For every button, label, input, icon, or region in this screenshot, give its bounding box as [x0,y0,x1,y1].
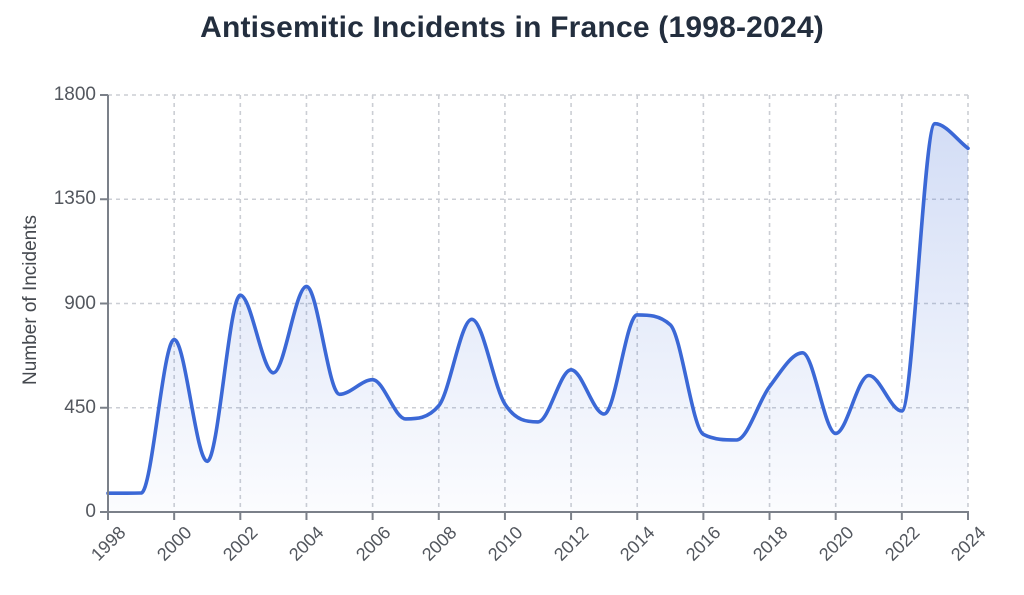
y-tick-label: 900 [64,292,96,314]
y-tick-label: 1350 [53,188,96,210]
data-line [106,121,970,495]
y-tick-label: 1800 [53,84,96,105]
chart-title: Antisemitic Incidents in France (1998-20… [200,11,824,44]
y-tick-label: 450 [64,396,96,418]
y-tick-label: 0 [85,501,96,522]
area-fill [108,123,968,512]
